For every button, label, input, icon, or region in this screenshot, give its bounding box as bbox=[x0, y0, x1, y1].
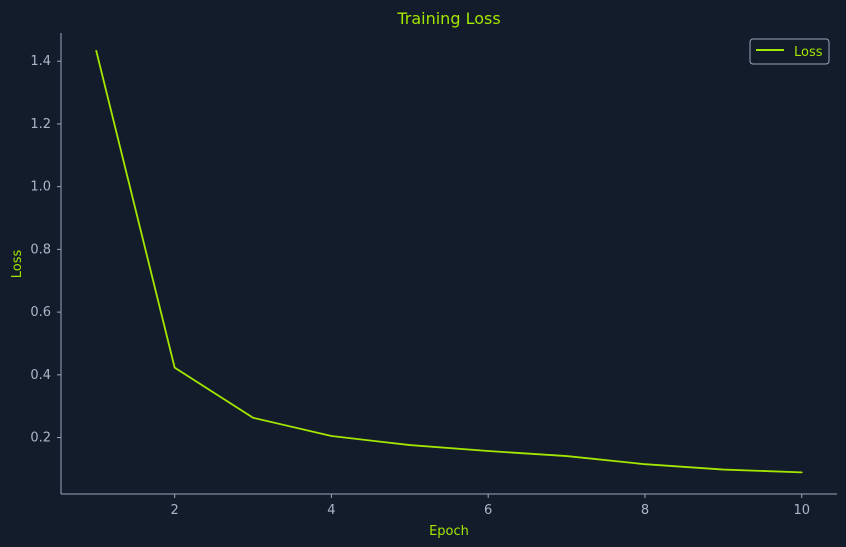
y-tick-label: 1.4 bbox=[30, 54, 51, 69]
series-layer bbox=[95, 49, 803, 474]
x-tick-label: 8 bbox=[641, 503, 649, 518]
legend-label-loss: Loss bbox=[794, 45, 823, 60]
axes bbox=[60, 33, 837, 495]
y-tick-label: 0.8 bbox=[30, 242, 51, 257]
x-tick-label: 4 bbox=[327, 503, 335, 518]
y-ticks: 0.2 0.4 0.6 0.8 1.0 1.2 1.4 bbox=[30, 54, 61, 446]
y-tick-label: 0.4 bbox=[30, 368, 51, 383]
x-tick-label: 2 bbox=[171, 503, 179, 518]
y-tick-label: 0.6 bbox=[30, 305, 51, 320]
x-axis-label: Epoch bbox=[429, 524, 469, 539]
legend: Loss bbox=[749, 38, 830, 65]
loss-line bbox=[95, 49, 803, 474]
x-ticks: 2 4 6 8 10 bbox=[171, 494, 810, 518]
x-tick-label: 10 bbox=[793, 503, 810, 518]
chart-title: Training Loss bbox=[396, 9, 500, 28]
legend-box bbox=[749, 38, 830, 65]
y-tick-label: 1.2 bbox=[30, 117, 51, 132]
y-tick-label: 1.0 bbox=[30, 180, 51, 195]
y-axis-label: Loss bbox=[10, 250, 25, 279]
y-tick-label: 0.2 bbox=[30, 431, 51, 446]
x-tick-label: 6 bbox=[484, 503, 492, 518]
